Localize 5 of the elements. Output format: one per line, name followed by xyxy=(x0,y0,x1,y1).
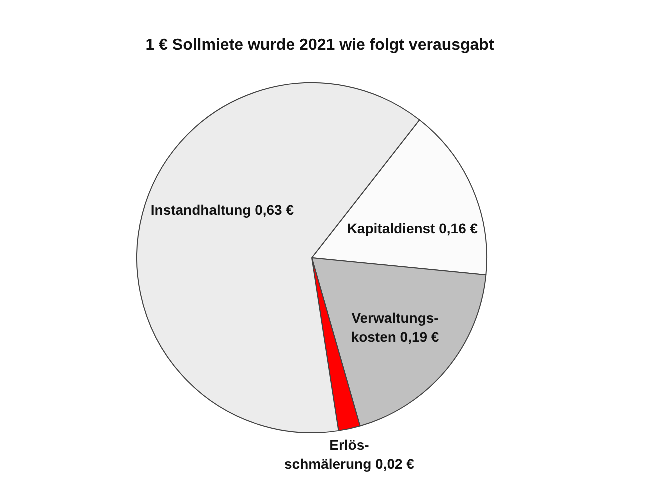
slice-label: Kapitaldienst 0,16 € xyxy=(347,220,478,237)
chart-title: 1 € Sollmiete wurde 2021 wie folgt verausgabt xyxy=(146,37,495,54)
slice-label: Verwaltungs- kosten 0,19 € xyxy=(351,310,440,345)
slice-label: Erlös- schmälerung 0,02 € xyxy=(284,436,415,472)
slice-label: Instandhaltung 0,63 € xyxy=(150,202,294,218)
